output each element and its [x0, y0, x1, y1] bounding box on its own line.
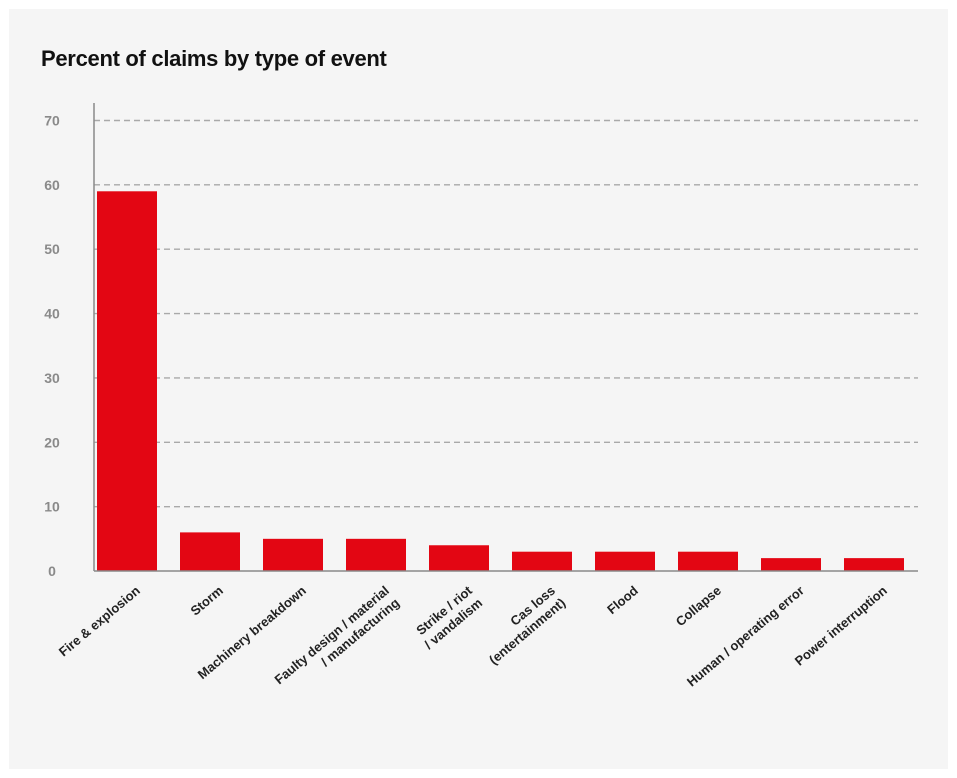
- bar: [512, 551, 572, 571]
- y-tick-label: 10: [44, 499, 60, 515]
- category-label-line: Power interruption: [792, 583, 890, 669]
- category-label: Storm: [188, 583, 226, 619]
- category-label-line: Fire & explosion: [56, 583, 143, 660]
- category-label: Fire & explosion: [56, 583, 143, 660]
- category-label: Collapse: [673, 583, 724, 629]
- category-label-line: Storm: [188, 583, 226, 619]
- category-label: Power interruption: [792, 583, 890, 669]
- y-tick-label: 30: [44, 370, 60, 386]
- bar: [595, 551, 655, 571]
- y-tick-label: 60: [44, 177, 60, 193]
- bar: [844, 558, 904, 571]
- y-tick-label: 40: [44, 306, 60, 322]
- bar: [346, 538, 406, 571]
- y-tick-labels: 0 10 20 30 40 50 60 70: [44, 113, 60, 580]
- bar: [180, 532, 240, 571]
- y-tick-label: 50: [44, 241, 60, 257]
- bar: [429, 545, 489, 571]
- category-label: Flood: [604, 583, 641, 617]
- bar: [678, 551, 738, 571]
- y-tick-label: 20: [44, 434, 60, 450]
- category-label: Cas loss(entertainment): [476, 583, 568, 668]
- category-label-line: Flood: [604, 583, 641, 617]
- category-label-line: Collapse: [673, 583, 724, 629]
- category-label: Strike / riot/ vandalism: [411, 582, 486, 652]
- bar: [97, 191, 157, 572]
- bars: [97, 191, 904, 572]
- gridlines: [94, 119, 918, 508]
- y-tick-label: 70: [44, 113, 60, 129]
- bar: [263, 538, 323, 571]
- y-tick-label: 0: [48, 563, 56, 579]
- axes: [93, 103, 918, 572]
- bar: [761, 558, 821, 571]
- chart-title: Percent of claims by type of event: [41, 46, 387, 71]
- chart-card: Percent of claims by type of event 0 10 20…: [9, 9, 948, 769]
